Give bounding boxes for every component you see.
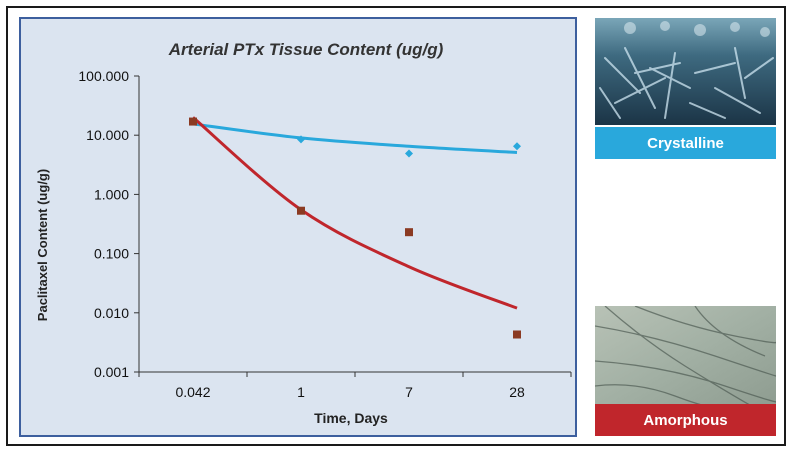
amorphous-point xyxy=(405,228,413,237)
x-tick-label: 7 xyxy=(405,384,413,400)
y-tick-label: 0.100 xyxy=(94,246,129,262)
crystalline-point xyxy=(513,142,521,151)
y-tick-labels: 100.000 10.000 1.000 0.100 0.010 0.001 xyxy=(78,68,139,380)
x-tick-label: 28 xyxy=(509,384,525,400)
crystalline-point xyxy=(297,135,305,144)
x-tick-labels: 0.042 1 7 28 xyxy=(138,372,572,400)
crystalline-micrograph xyxy=(595,18,776,125)
y-tick-label: 1.000 xyxy=(94,186,129,202)
trend-lines xyxy=(192,116,518,310)
x-tick-label: 1 xyxy=(297,384,305,400)
y-tick-label: 0.001 xyxy=(94,364,129,380)
crystalline-point xyxy=(405,149,413,158)
amorphous-micrograph xyxy=(595,306,776,408)
chart-panel: Arterial PTx Tissue Content (ug/g) Pacli… xyxy=(19,17,577,437)
crystalline-label: Crystalline xyxy=(595,127,776,159)
amorphous-point xyxy=(297,206,305,215)
amorphous-point xyxy=(189,117,197,126)
crystalline-trend-line xyxy=(192,122,518,155)
x-tick-label: 0.042 xyxy=(175,384,210,400)
amorphous-label: Amorphous xyxy=(595,404,776,436)
y-axis-label: Paclitaxel Content (ug/g) xyxy=(35,169,50,321)
amorphous-point xyxy=(513,330,521,339)
y-tick-label: 100.000 xyxy=(78,68,129,84)
x-axis-label: Time, Days xyxy=(314,410,388,426)
axes xyxy=(138,76,571,373)
chart-svg: Arterial PTx Tissue Content (ug/g) Pacli… xyxy=(35,40,572,426)
chart-title: Arterial PTx Tissue Content (ug/g) xyxy=(168,40,444,59)
amorphous-trend-line xyxy=(192,116,518,310)
data-markers xyxy=(189,117,521,339)
y-tick-label: 0.010 xyxy=(94,305,129,321)
y-tick-label: 10.000 xyxy=(86,127,129,143)
